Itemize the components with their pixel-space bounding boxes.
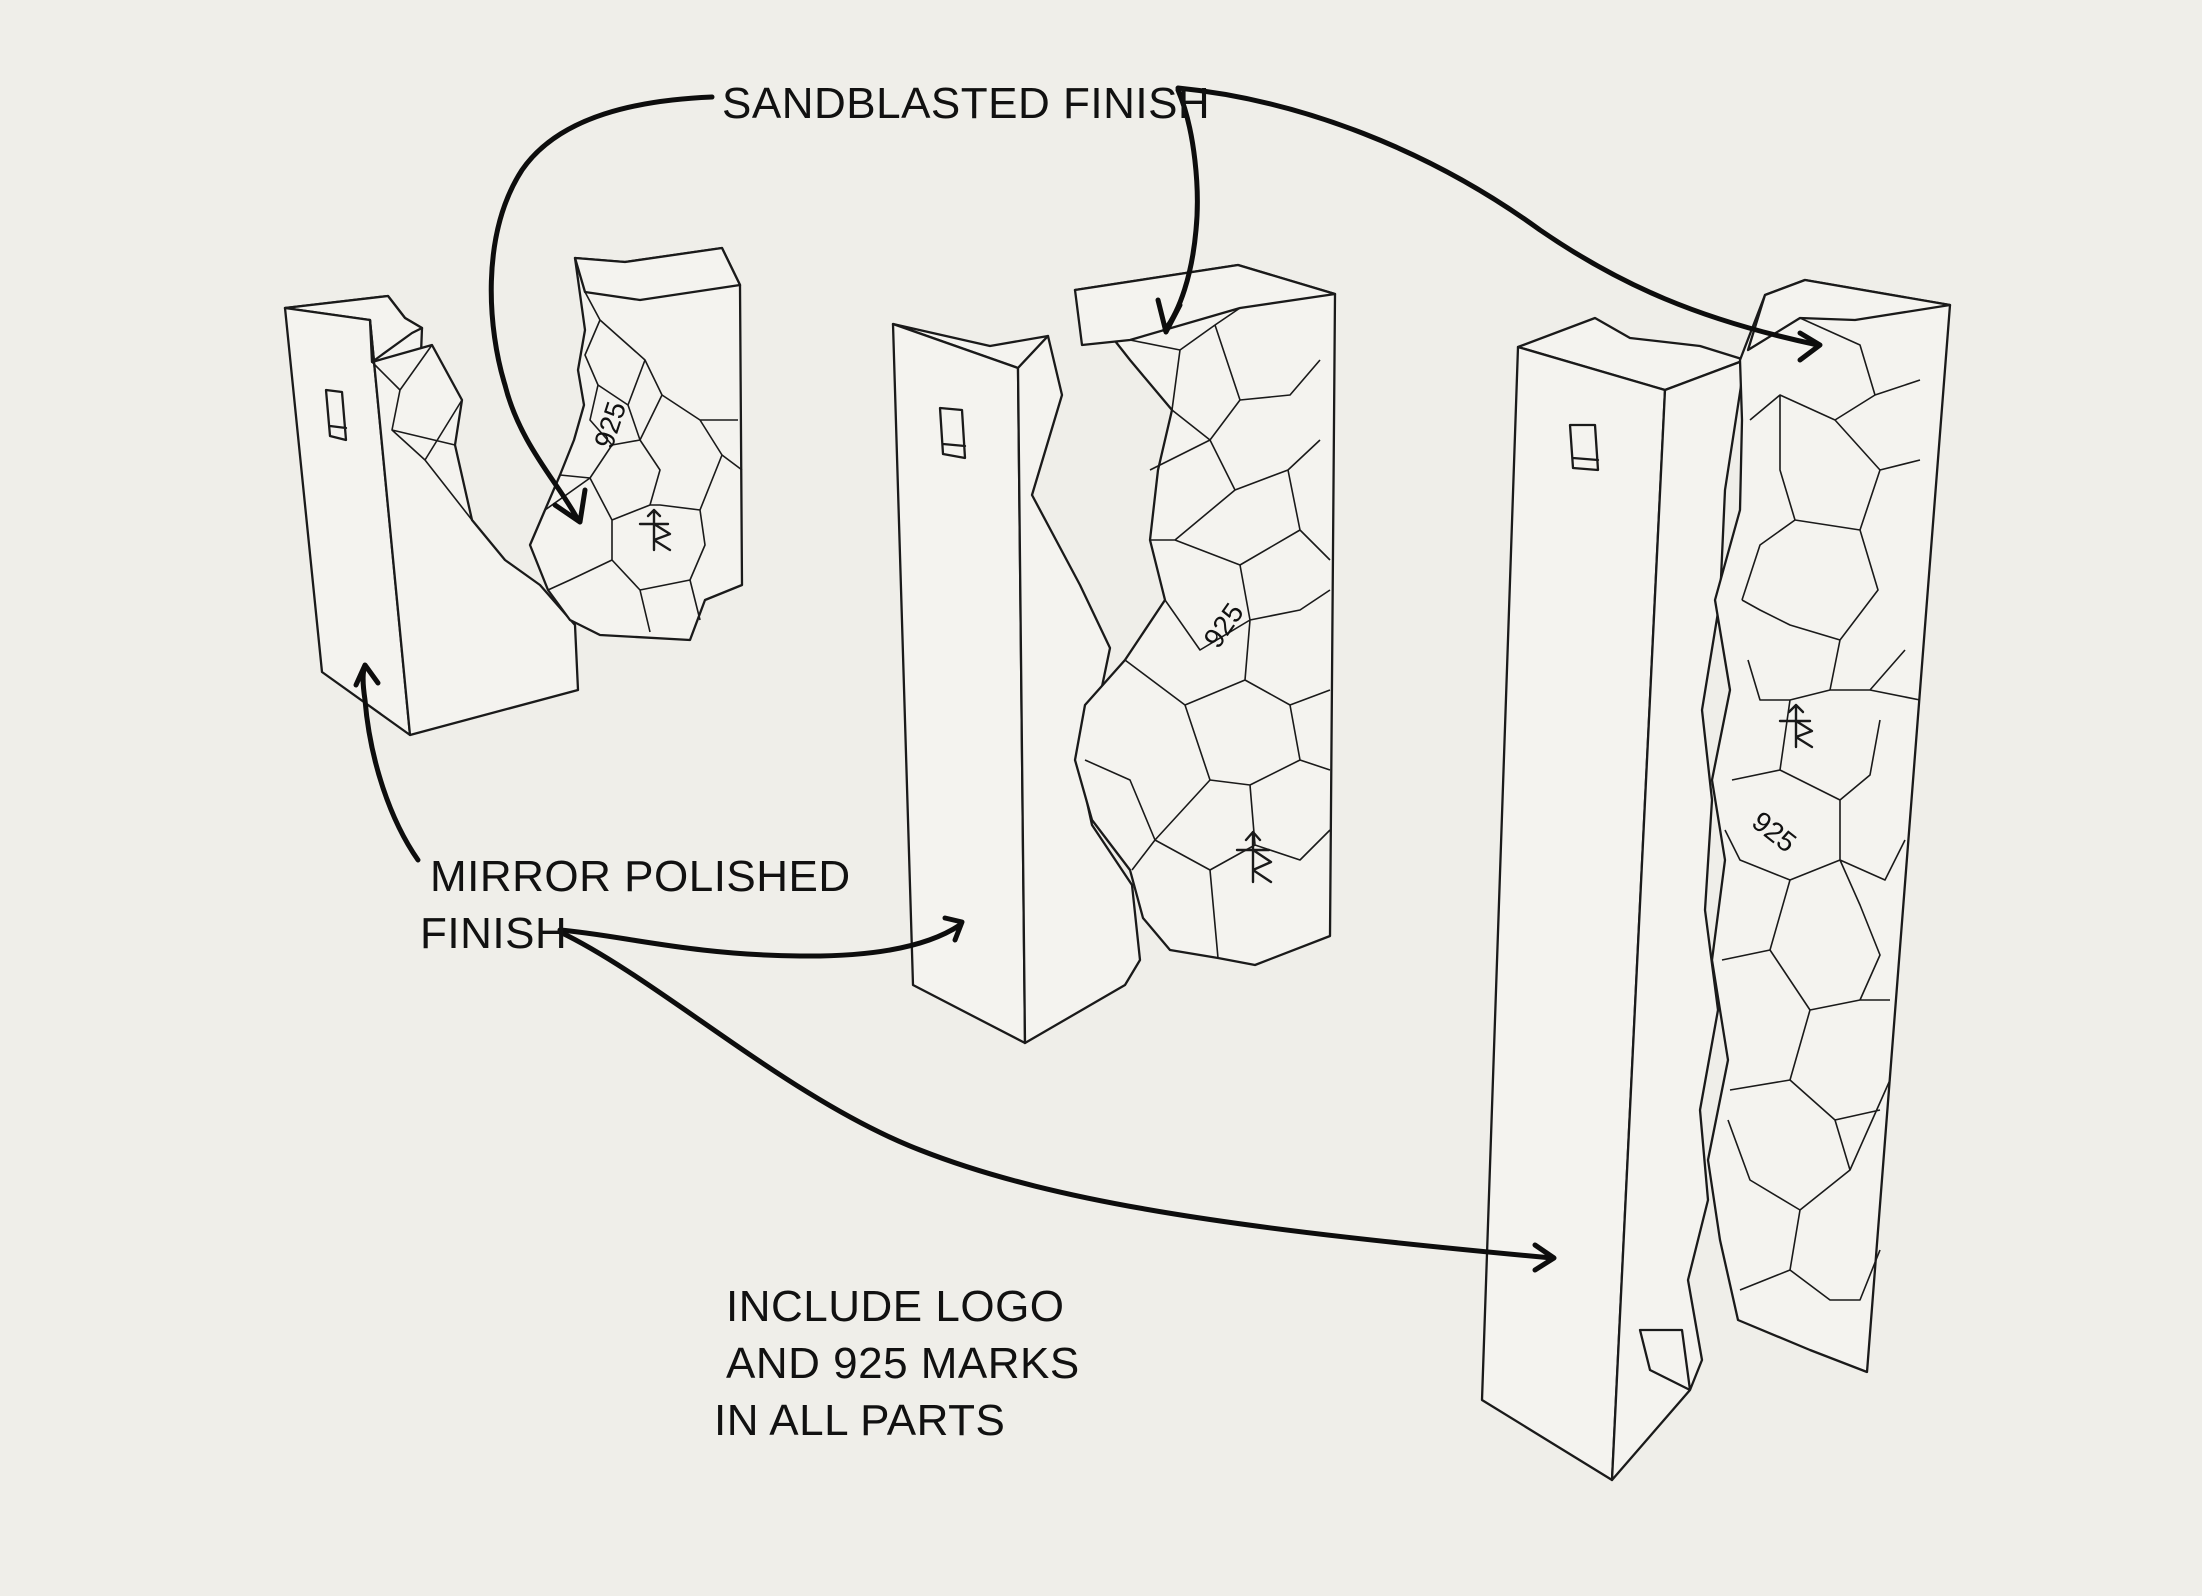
include-marks-note: INCLUDE LOGO AND 925 MARKS IN ALL PARTS	[714, 1278, 1080, 1449]
mirror-polished-label: MIRROR POLISHED FINISH	[420, 848, 851, 962]
medium-right-facets	[1081, 307, 1331, 959]
large-right-facets	[1721, 317, 1921, 1301]
sandblasted-finish-text: SANDBLASTED FINISH	[722, 79, 1211, 128]
small-left-block	[283, 294, 580, 737]
note-line2: AND 925 MARKS	[726, 1339, 1080, 1388]
arrowhead-sandblasted-small	[552, 487, 588, 525]
small-left-facets	[371, 344, 473, 521]
annotation-arrows	[353, 85, 1823, 1273]
logo-icon	[638, 508, 672, 552]
logo-icon	[1778, 703, 1814, 749]
arrow-mirror-to-medium	[557, 922, 963, 959]
logo-icon	[1235, 830, 1273, 884]
large-right-body	[1706, 278, 1952, 1374]
arrowhead-mirror-small	[353, 662, 381, 688]
arrow-sandblasted-to-large	[1175, 85, 1821, 348]
medium-piece: 925	[891, 263, 1337, 1045]
small-logo-mark	[638, 508, 672, 552]
medium-left-slot	[938, 406, 967, 460]
large-logo-mark	[1778, 703, 1814, 749]
large-right-block: 925	[1706, 278, 1952, 1374]
medium-left-block	[891, 322, 1142, 1045]
arrowhead-mirror-large	[1532, 1242, 1557, 1273]
mirror-polished-line2: FINISH	[420, 909, 568, 958]
medium-right-body	[1073, 263, 1337, 967]
note-line3: IN ALL PARTS	[714, 1396, 1006, 1445]
large-piece: 925	[1480, 278, 1952, 1482]
small-right-body	[528, 246, 744, 642]
large-left-slot	[1568, 423, 1600, 472]
arrowhead-mirror-medium	[942, 915, 965, 943]
arrowhead-sandblasted-medium	[1155, 297, 1183, 335]
small-piece: 925	[283, 246, 744, 737]
note-line1: INCLUDE LOGO	[726, 1282, 1065, 1331]
small-right-block: 925	[528, 246, 744, 642]
small-right-facets	[544, 291, 743, 633]
arrow-sandblasted-to-small	[488, 94, 715, 523]
medium-right-block: 925	[1073, 263, 1337, 967]
small-left-right-face	[368, 318, 580, 737]
arrow-mirror-to-large	[557, 929, 1555, 1261]
mirror-polished-line1: MIRROR POLISHED	[430, 852, 851, 901]
small-left-slot	[324, 388, 348, 442]
medium-logo-mark	[1235, 830, 1273, 884]
arrowhead-sandblasted-large	[1797, 330, 1823, 363]
sandblasted-finish-label: SANDBLASTED FINISH	[722, 75, 1210, 132]
large-left-block	[1480, 316, 1747, 1482]
